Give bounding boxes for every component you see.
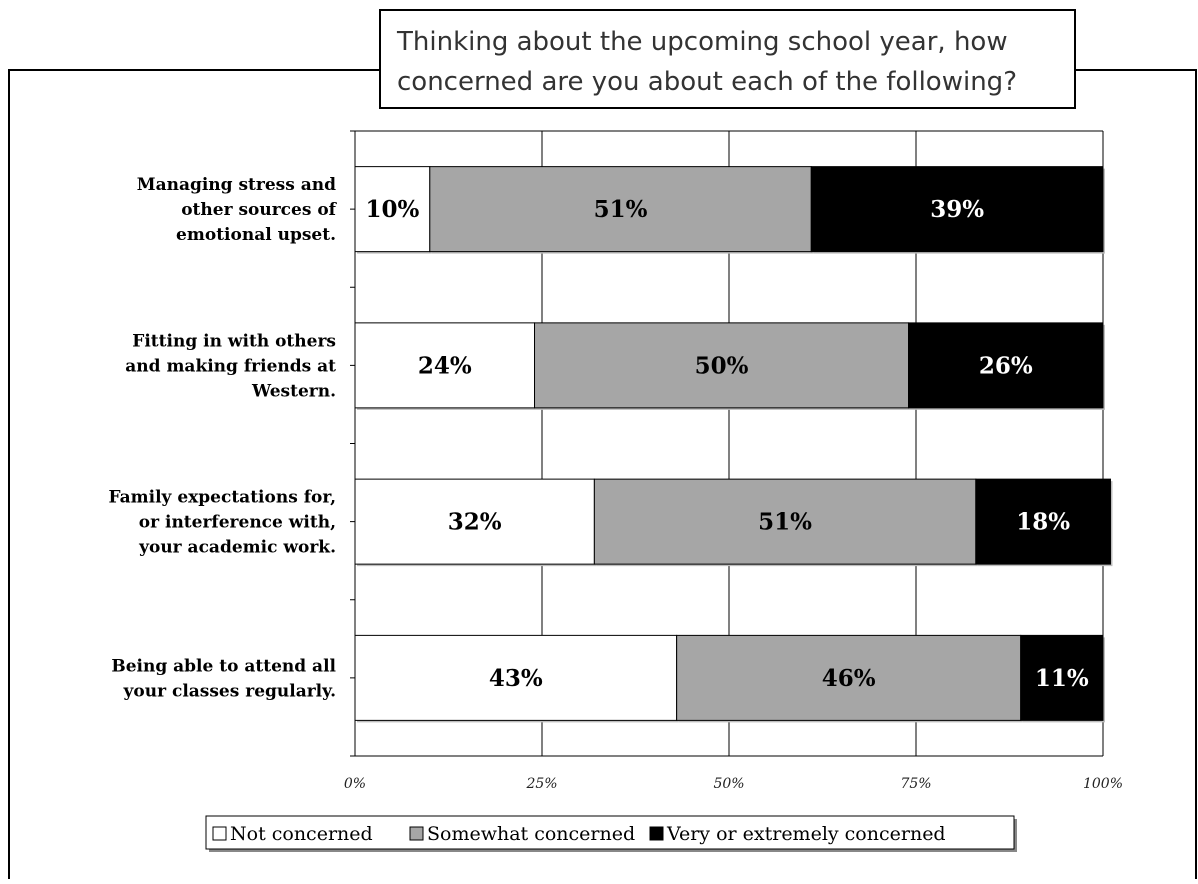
category-labels: Managing stress and other sources of emoti… [108, 175, 337, 701]
bar-segment-0-2 [810, 166, 1104, 253]
x-tick-label-1: 25% [525, 776, 557, 792]
legend-swatch-0 [212, 826, 227, 841]
title-line-1: Thinking about the upcoming school year,… [396, 27, 1008, 57]
bar-segment-1-2 [908, 322, 1104, 409]
x-tick-label-0: 0% [344, 776, 366, 792]
bars-group: 10% 51% 39% 24% 50% 26% 32% 51% 18% 43% 46% 11% [354, 166, 1113, 723]
legend-swatch-1 [409, 826, 424, 841]
data-label-2-1: 51% [758, 509, 812, 536]
category-label-1-2: Western. [251, 381, 336, 401]
data-label-2-2: 18% [1016, 509, 1070, 536]
category-label-2-0: Family expectations for, [108, 488, 336, 508]
category-label-0-1: other sources of [181, 200, 337, 220]
data-label-1-1: 50% [695, 352, 749, 379]
data-label-0-1: 51% [594, 196, 648, 223]
legend-swatch-2 [649, 826, 664, 841]
title-line-2: concerned are you about each of the foll… [397, 67, 1017, 97]
category-label-2-2: your academic work. [138, 538, 336, 558]
data-label-3-2: 11% [1035, 665, 1089, 692]
data-label-1-2: 26% [979, 352, 1033, 379]
data-label-3-0: 43% [489, 665, 543, 692]
outer-frame-right [1075, 69, 1197, 879]
category-label-0-0: Managing stress and [137, 175, 336, 195]
legend-label-0: Not concerned [230, 823, 373, 845]
chart-title: Thinking about the upcoming school year,… [379, 9, 1076, 109]
x-axis-tick-labels: 0% 25% 50% 75% 100% [344, 776, 1123, 792]
category-label-2-1: or interference with, [139, 513, 336, 533]
category-label-3-0: Being able to attend all [111, 656, 336, 676]
legend: Not concerned Somewhat concerned Very or e… [205, 815, 1017, 852]
legend-box [205, 815, 1015, 850]
bar-segment-2-2 [975, 478, 1111, 565]
category-label-1-0: Fitting in with others [132, 331, 336, 351]
category-label-3-1: your classes regularly. [123, 681, 336, 701]
category-label-1-1: and making friends at [125, 356, 336, 376]
title-box [379, 9, 1076, 109]
bar-segment-1-1 [534, 322, 910, 409]
x-tick-label-4: 100% [1083, 776, 1123, 792]
bar-segment-3-1 [676, 634, 1022, 721]
data-label-3-1: 46% [822, 665, 876, 692]
x-tick-label-2: 50% [713, 776, 744, 792]
legend-label-1: Somewhat concerned [427, 823, 635, 845]
bar-segment-1-0 [354, 322, 536, 409]
data-label-1-0: 24% [418, 352, 472, 379]
category-label-0-2: emotional upset. [176, 225, 336, 245]
bar-segment-3-2 [1020, 634, 1104, 721]
data-label-0-0: 10% [365, 196, 419, 223]
bar-segment-2-0 [354, 478, 595, 565]
bar-segment-2-1 [593, 478, 977, 565]
x-tick-label-3: 75% [900, 776, 931, 792]
bar-segment-0-1 [429, 166, 812, 253]
legend-label-2: Very or extremely concerned [666, 823, 946, 845]
data-label-2-0: 32% [448, 509, 502, 536]
outer-frame [8, 69, 380, 879]
data-label-0-2: 39% [930, 196, 984, 223]
